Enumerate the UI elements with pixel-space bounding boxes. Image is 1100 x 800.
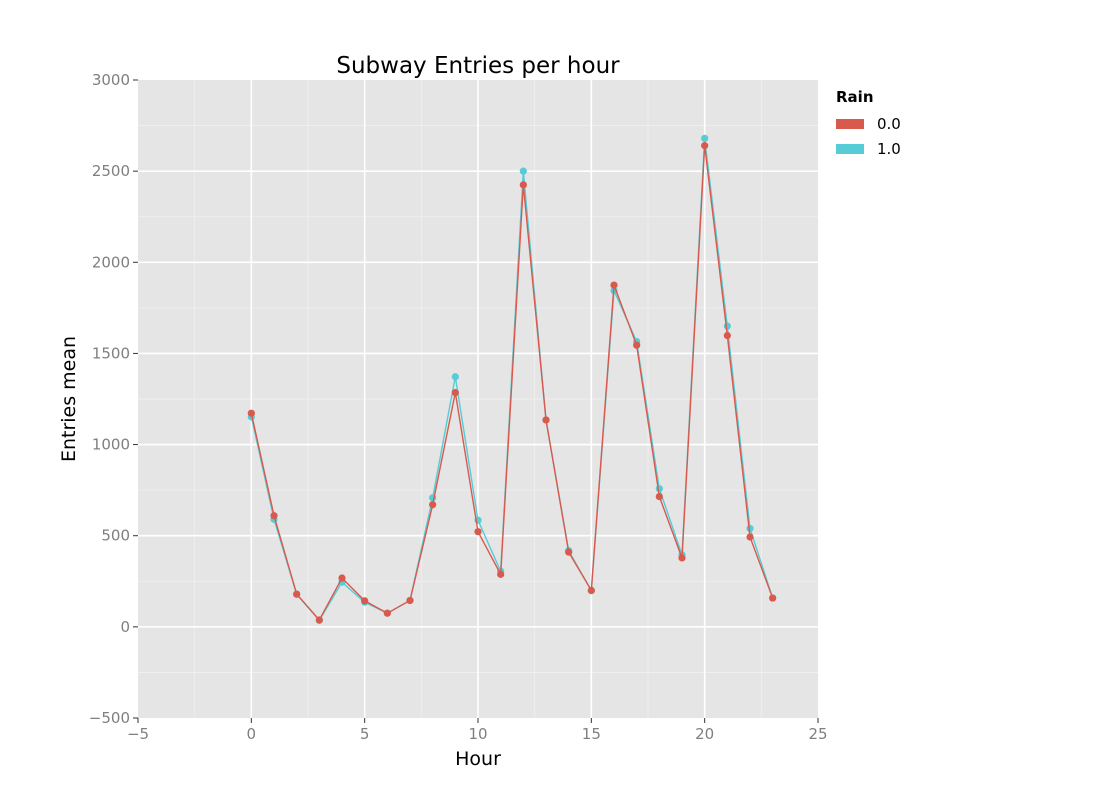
data-point [497,570,505,578]
data-point [383,609,391,617]
x-tick-labels: −5 0 5 10 15 20 25 [127,725,828,743]
major-grid [138,80,818,718]
axis-ticks [133,79,819,723]
data-point [474,528,482,536]
data-point [746,533,754,541]
chart-title: Subway Entries per hour [336,53,620,79]
legend-item: 0.0 [836,115,901,133]
legend: Rain 0.0 1.0 [836,88,901,158]
data-point [701,134,709,142]
x-tick-label: 0 [247,725,257,743]
data-point [361,597,369,605]
data-point [406,596,414,605]
data-point [769,594,777,602]
x-tick-label: 10 [468,725,487,743]
y-tick-label: 1000 [92,436,130,454]
data-point [247,409,255,417]
data-point [451,373,459,381]
data-point [723,322,731,330]
legend-swatch [836,119,864,129]
y-tick-labels: −500 0 500 1000 1500 2000 2500 3000 [89,71,130,727]
legend-item: 1.0 [836,140,901,158]
y-tick-label: 3000 [92,71,130,89]
data-point [315,616,323,624]
data-point [565,548,573,556]
legend-label: 1.0 [877,140,901,158]
data-point [451,389,459,397]
data-point [655,485,663,493]
data-point [678,554,686,562]
y-tick-label: 500 [101,527,130,545]
x-axis-title: Hour [455,748,501,770]
data-point [701,142,709,150]
x-tick-label: 20 [695,725,714,743]
legend-title: Rain [836,88,874,106]
data-point [587,586,595,595]
y-axis-title: Entries mean [58,336,80,462]
data-point [633,341,641,349]
data-point [610,281,618,289]
data-point [270,512,278,520]
data-point [429,501,437,509]
series-line [250,145,774,622]
data-point [293,590,301,598]
legend-swatch [836,144,864,154]
x-tick-label: −5 [127,725,149,743]
x-tick-label: 25 [808,725,827,743]
y-tick-label: 0 [120,618,130,636]
data-point [542,416,550,424]
data-point [338,574,346,582]
y-tick-label: 1500 [92,344,130,362]
series-layer [247,134,777,625]
y-tick-label: 2500 [92,162,130,180]
data-point [519,167,527,175]
legend-label: 0.0 [877,115,901,133]
data-point [723,331,731,340]
y-tick-label: −500 [89,709,130,727]
series-0.0 [247,142,777,624]
y-tick-label: 2000 [92,253,130,271]
x-tick-label: 15 [582,725,601,743]
data-point [655,492,663,501]
data-point [519,181,527,189]
x-tick-label: 5 [360,725,370,743]
